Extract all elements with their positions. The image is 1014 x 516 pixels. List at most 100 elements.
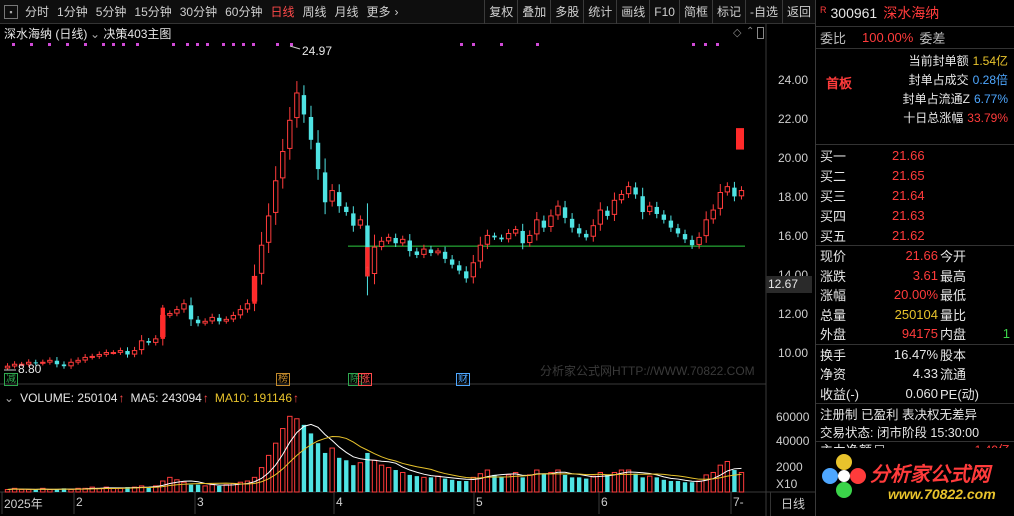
quote-row: 涨跌 3.61 最高 [816, 266, 1014, 286]
seal-row: 十日总涨幅 33.79% [899, 108, 1012, 127]
toolbar-button[interactable]: 多股 [550, 0, 583, 24]
candle-body [280, 151, 286, 179]
volume-bar [138, 485, 145, 493]
candle [125, 347, 130, 358]
candle-body [618, 193, 625, 201]
candle [710, 204, 716, 224]
candle [647, 201, 653, 216]
toolbar-button[interactable]: 画线 [616, 0, 649, 24]
bid-row[interactable]: 买一 21.66 [816, 145, 1014, 165]
fin-label: 收益(-) [820, 386, 859, 402]
candle [393, 233, 398, 247]
candle [414, 247, 420, 259]
panel-toggle-icon[interactable] [757, 27, 764, 39]
period-tab[interactable]: 15分钟 [134, 4, 172, 19]
bid-row[interactable]: 买三 21.64 [816, 185, 1014, 205]
candle [294, 81, 300, 128]
tool-buttons: 复权 叠加 多股 统计 画线 F10 简框 标记 -自选 返回 [484, 0, 815, 24]
limit-up-bar [252, 276, 257, 304]
period-tab[interactable]: 日线 [270, 4, 295, 19]
candle [569, 213, 575, 233]
bottom-period-tab[interactable]: 日线 [770, 492, 815, 516]
candle-body [696, 236, 702, 245]
toolbar-button[interactable]: 复权 [484, 0, 517, 24]
toolbar-button[interactable]: 简框 [678, 0, 712, 24]
kline-chart[interactable]: ↑ [0, 24, 815, 516]
fin-value: 4.33 [912, 366, 938, 382]
candle-body [682, 234, 688, 240]
period-tab[interactable]: 月线 [334, 4, 359, 19]
candle [464, 266, 469, 283]
candle [301, 85, 307, 123]
toolbar-button[interactable]: 叠加 [517, 0, 550, 24]
period-tab[interactable]: 5分钟 [95, 4, 127, 19]
quote-stats: 现价 21.66 今开 涨跌 3.61 最高 涨幅 20.00% 最低 总量 250104 量比 外盘 9… [816, 245, 1014, 344]
quote-label: 外盘 [820, 327, 847, 343]
volume-bar [202, 485, 208, 493]
seal-row: 封单占成交 0.28倍 [899, 70, 1012, 89]
candle [492, 232, 497, 240]
candle-body [732, 187, 737, 197]
bid-row[interactable]: 买二 21.65 [816, 165, 1014, 185]
bid-label: 买五 [820, 228, 847, 244]
candle [82, 354, 88, 363]
event-marker[interactable]: 除 [348, 373, 362, 386]
volume-bar [223, 484, 229, 493]
latest-limit-up-bar [736, 128, 744, 150]
candle-body [237, 309, 244, 316]
candle-body [82, 356, 88, 361]
toolbar-button[interactable]: 返回 [781, 0, 815, 24]
bid-row[interactable]: 买五 21.62 [816, 225, 1014, 245]
weibi-row: 委比 100.00% 委差 [816, 26, 1014, 48]
candle [442, 246, 448, 264]
event-marker[interactable]: 减 [4, 373, 18, 386]
diamond-icon[interactable]: ◇ [733, 27, 742, 39]
toolbar-button[interactable]: 标记 [711, 0, 745, 24]
event-marker[interactable]: 榜 [276, 373, 290, 386]
candle-body [167, 313, 173, 316]
volume-bar [555, 469, 561, 493]
quote-value: 21.66 [905, 248, 938, 264]
candle [110, 350, 117, 355]
quote-label: 涨幅 [820, 288, 847, 304]
bid-row[interactable]: 买四 21.63 [816, 205, 1014, 225]
candle [75, 357, 81, 365]
period-tab[interactable]: 分时 [25, 4, 50, 19]
period-tab[interactable]: 更多 [366, 4, 391, 19]
volume-bar [54, 489, 60, 492]
ma5-value: MA5: 243094 [130, 391, 202, 405]
volume-bar [548, 471, 554, 493]
toolbar-button[interactable]: 统计 [583, 0, 616, 24]
signal-dot [172, 43, 175, 46]
collapse-icon[interactable]: ⌃ [746, 26, 755, 37]
candle [555, 200, 561, 220]
weibi-label: 委比 [820, 31, 847, 46]
date-tick: 3 [197, 495, 204, 509]
toolbar-button[interactable]: -自选 [744, 0, 782, 24]
candle-body [442, 251, 448, 259]
stock-name: 深水海纳 [883, 5, 940, 21]
signal-dot [206, 43, 209, 46]
indicator-selector[interactable]: ⌄ 决策403主图 [90, 25, 171, 42]
candle-body [492, 235, 497, 238]
volume-settings-icon[interactable]: ⌄ [4, 391, 15, 405]
period-tab[interactable]: 60分钟 [225, 4, 263, 19]
price-tick: 16.00 [778, 229, 809, 244]
date-tick: 2 [76, 495, 83, 509]
quote-label: 现价 [820, 249, 847, 265]
period-tab[interactable]: 1分钟 [57, 4, 88, 19]
volume-bar [512, 471, 519, 493]
period-tab[interactable]: 周线 [302, 4, 327, 19]
period-tab[interactable]: 30分钟 [179, 4, 218, 19]
candle-body [202, 320, 208, 324]
candle-body [75, 359, 81, 363]
window-menu-icon[interactable]: ▪ [4, 4, 18, 19]
fin-label: 换手 [820, 347, 847, 363]
event-marker[interactable]: 涨 [358, 373, 372, 386]
candle-body [435, 250, 441, 254]
event-marker[interactable]: 财 [456, 373, 470, 386]
stock-code: 300961 [830, 5, 878, 21]
toolbar-button[interactable]: F10 [649, 0, 679, 24]
candle [280, 138, 286, 189]
kline-chart-area[interactable]: ↑ 深水海纳 (日线) ⌄ 决策403主图 ◇ ⌃ 24.97 8.80 24.… [0, 24, 815, 516]
